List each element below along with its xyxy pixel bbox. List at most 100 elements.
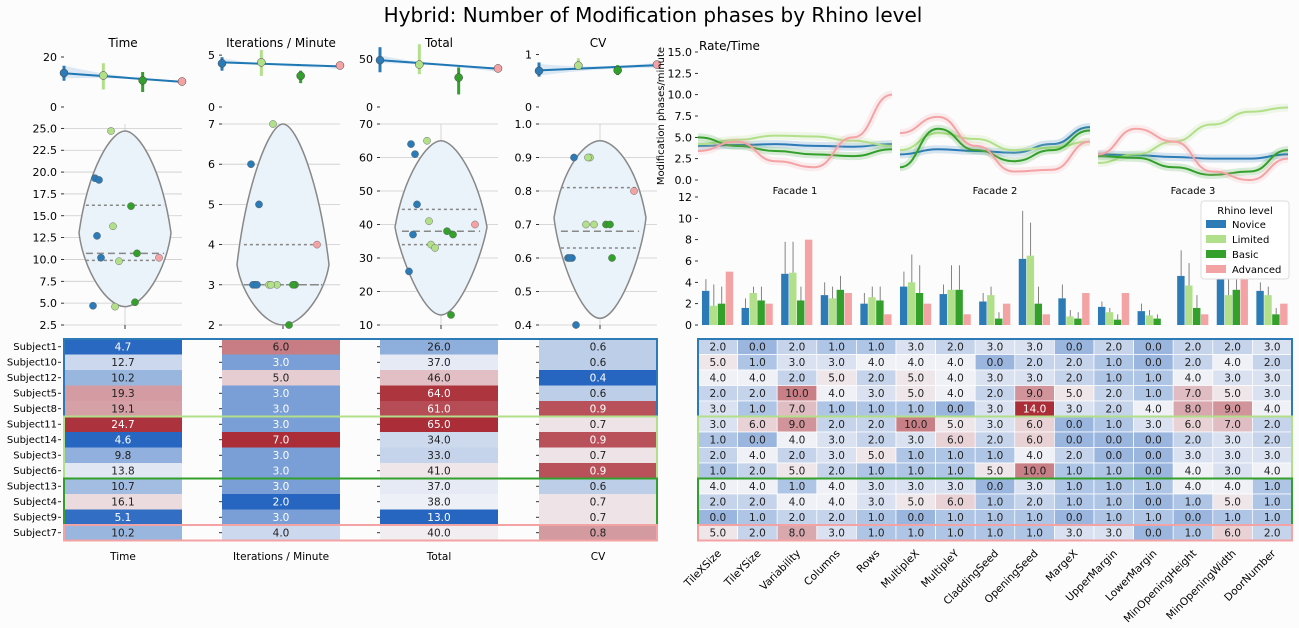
bar-limited — [1145, 315, 1153, 325]
heat-cell-value: 41.0 — [427, 466, 450, 478]
param-cell-value: 0.0 — [1185, 512, 1202, 524]
param-cell-value: 4.0 — [947, 373, 964, 385]
param-cell-value: 3.0 — [1224, 450, 1241, 462]
subject-point-limited — [590, 220, 598, 229]
heat-cell — [222, 525, 340, 541]
param-column-label: MinOpeningHeight — [1122, 548, 1200, 626]
param-column-label: MargeX — [1044, 548, 1081, 585]
subject-point-advanced — [630, 187, 638, 195]
param-cell-value: 2.0 — [868, 419, 885, 431]
trend-line-basic — [1097, 149, 1289, 176]
subject-point-advanced — [155, 253, 163, 262]
param-cell-value: 0.0 — [1066, 342, 1083, 354]
param-cell-value: 2.0 — [1105, 388, 1122, 400]
param-cell-value: 0.0 — [1145, 342, 1162, 354]
param-cell-value: 2.0 — [868, 435, 885, 447]
subject-label: Subject11 — [7, 420, 57, 431]
y-tick-label: 10 — [359, 319, 373, 332]
bar-basic — [1034, 303, 1043, 325]
param-cell-value: 3.0 — [1066, 528, 1083, 540]
heat-cell — [64, 401, 182, 417]
y-tick-label: 5.0 — [675, 131, 693, 144]
bar-novice — [1137, 311, 1145, 325]
y-tick-label: 4 — [685, 276, 692, 289]
param-cell-value: 6.0 — [1026, 419, 1043, 431]
param-cell-value: 3.0 — [1264, 388, 1281, 400]
mean-point-advanced — [335, 61, 345, 70]
param-cell-value: 1.0 — [868, 404, 885, 416]
heat-cell-value: 26.0 — [427, 342, 450, 354]
bar-limited — [1066, 316, 1074, 325]
heat-cell-value: 38.0 — [427, 497, 450, 509]
legend-swatch-advanced — [1206, 265, 1226, 273]
y-tick-label: 2 — [685, 298, 692, 311]
param-cell-value: 1.0 — [947, 466, 964, 478]
mean-panel-title: Time — [107, 36, 137, 50]
subject-point-basic — [608, 254, 616, 262]
param-cell-value: 0.0 — [947, 404, 964, 416]
param-cell-value: 4.0 — [1224, 357, 1241, 369]
subject-point-basic — [447, 311, 455, 319]
heat-cell-value: 0.9 — [590, 435, 607, 447]
facade-label: Facade 2 — [973, 186, 1018, 197]
param-cell-value: 3.0 — [1026, 373, 1043, 385]
param-cell-value: 2.0 — [987, 388, 1004, 400]
subject-point-advanced — [471, 220, 479, 229]
subject-point-limited — [107, 127, 115, 135]
bar-novice — [939, 294, 947, 325]
heat-cell — [539, 354, 657, 370]
column-label: Iterations / Minute — [233, 551, 329, 563]
subject-point-basic — [449, 230, 457, 239]
param-cell-value: 3.0 — [1105, 528, 1122, 540]
param-cell-value: 4.0 — [1264, 466, 1281, 478]
bar-limited — [947, 289, 955, 325]
subject-point-basic — [131, 298, 139, 307]
subject-label: Subject9 — [13, 513, 57, 524]
heat-cell — [380, 370, 498, 386]
param-cell-value: 1.0 — [947, 450, 964, 462]
param-cell-value: 0.0 — [1066, 435, 1083, 447]
param-cell-value: 3.0 — [1026, 481, 1043, 493]
param-cell-value: 5.0 — [828, 373, 845, 385]
bar-basic — [1074, 318, 1082, 325]
subject-label: Subject7 — [13, 528, 57, 539]
mean-point-advanced — [652, 60, 662, 69]
trend-line-basic — [899, 127, 1091, 169]
heat-cell — [64, 478, 182, 494]
bar-advanced — [725, 271, 734, 325]
param-cell-value: 3.0 — [1264, 373, 1281, 385]
bar-advanced — [1280, 303, 1288, 325]
subject-point-limited — [582, 220, 590, 229]
y-tick-label: 0 — [366, 101, 373, 114]
param-cell-value: 6.0 — [1026, 435, 1043, 447]
y-tick-label: 22.5 — [33, 144, 58, 157]
heat-cell-value: 12.7 — [111, 357, 134, 369]
trend-confidence-band — [222, 58, 342, 70]
legend-swatch-basic — [1206, 250, 1226, 258]
violin-panel-3: 0.4 0.5 0.6 0.7 0.8 0.9 1.0 — [515, 118, 657, 332]
param-cell-value: 4.0 — [1224, 481, 1241, 493]
y-tick-label: 6 — [685, 255, 692, 268]
param-cell-value: 4.0 — [907, 357, 924, 369]
trend-line — [221, 61, 343, 68]
param-cell-value: 3.0 — [1145, 419, 1162, 431]
subject-label: Subject1 — [13, 342, 57, 353]
heat-cell-value: 0.7 — [590, 497, 607, 509]
param-cell-value: 3.0 — [1224, 435, 1241, 447]
heat-cell — [380, 463, 498, 479]
param-cell-value: 1.0 — [947, 512, 964, 524]
param-cell-value: 2.0 — [789, 373, 806, 385]
param-cell-value: 7.0 — [1224, 419, 1241, 431]
mean-point-basic — [613, 66, 622, 75]
param-cell-value: 4.0 — [868, 357, 885, 369]
heat-cell — [64, 509, 182, 525]
group-outline-advanced — [697, 524, 1293, 542]
bar-basic — [995, 318, 1003, 325]
mean-point-novice — [59, 68, 69, 78]
y-tick-label: 8 — [685, 234, 692, 247]
column-label: Time — [109, 551, 136, 563]
param-cell-value: 1.0 — [987, 528, 1004, 540]
param-cell-value: 1.0 — [1066, 481, 1083, 493]
rate-panel-title: Rate/Time — [699, 39, 760, 53]
param-cell-value: 1.0 — [1264, 481, 1281, 493]
